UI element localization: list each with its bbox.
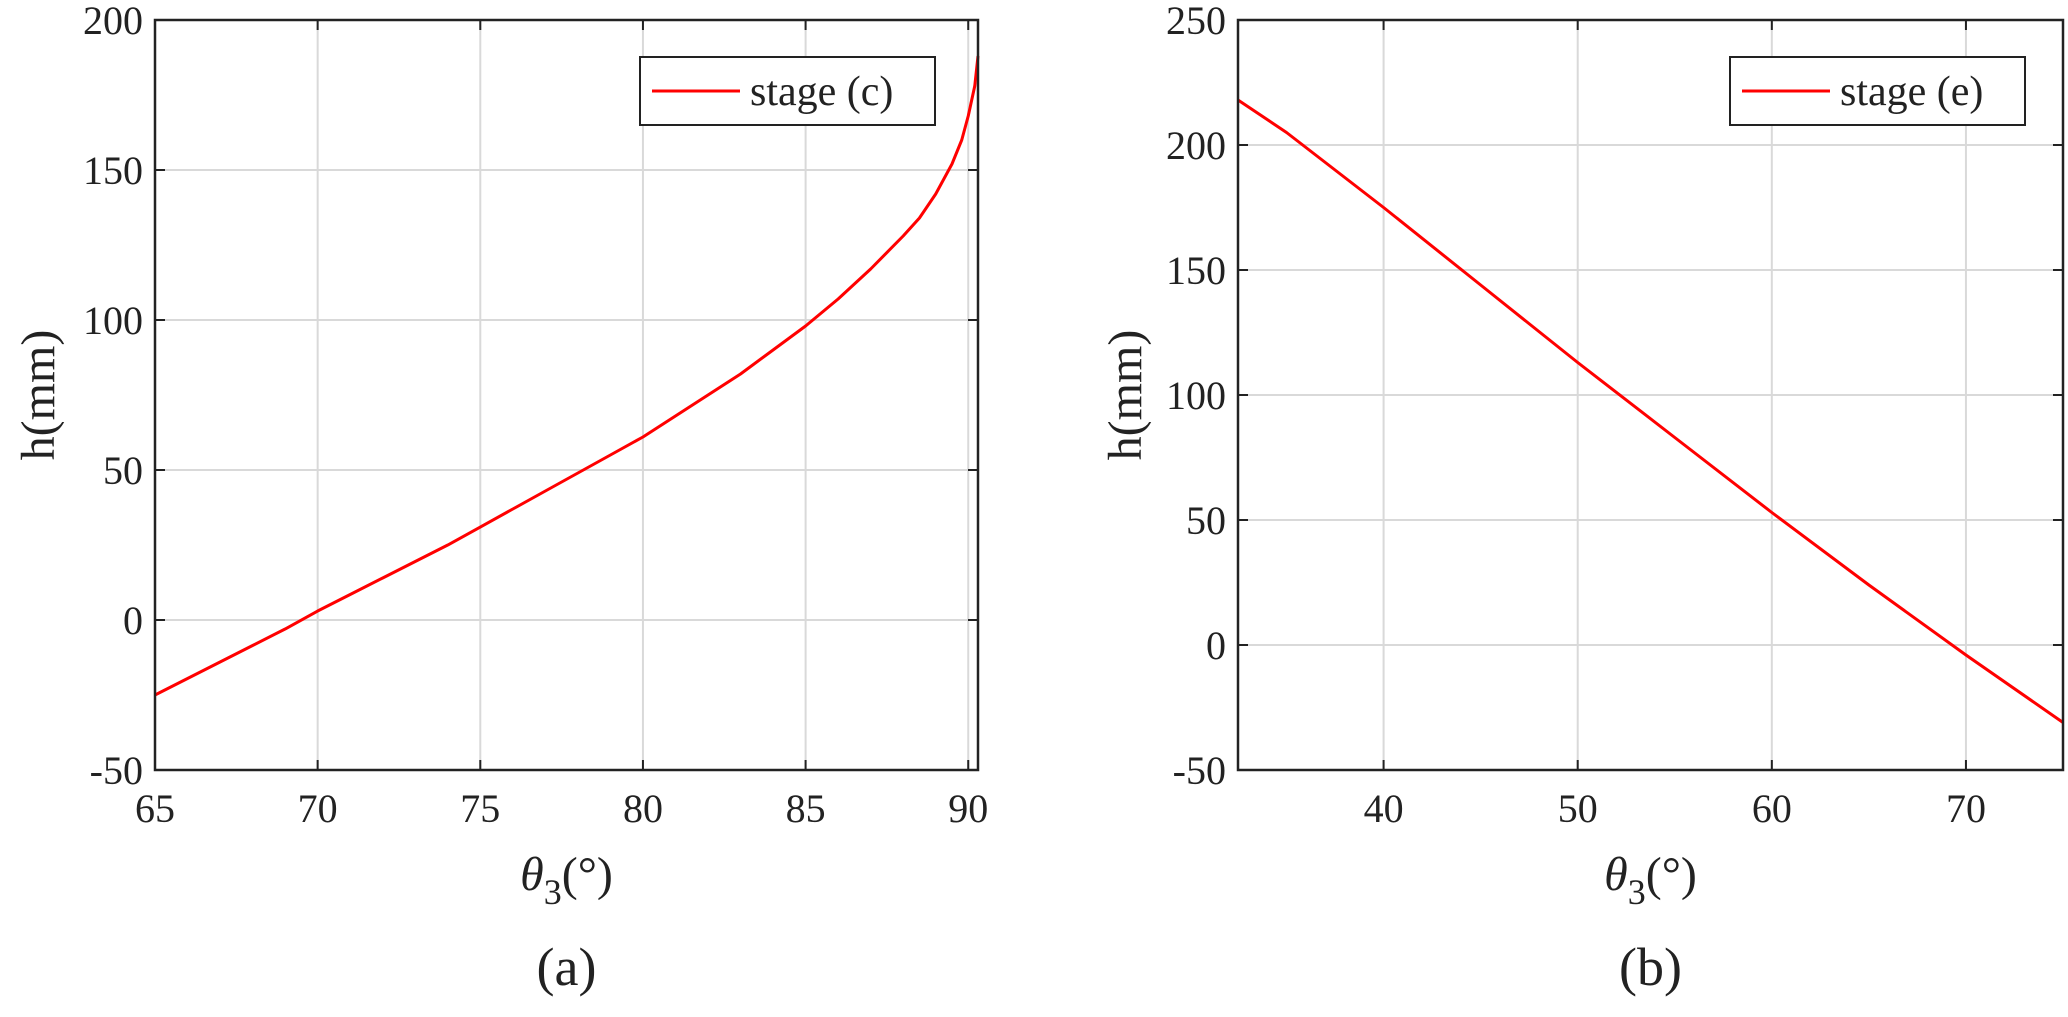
axes-frame [153,18,980,772]
y-tick-label: -50 [90,748,143,793]
y-tick-label: 100 [83,298,143,343]
x-tick-label: 50 [1558,786,1598,831]
y-tick-label: 200 [1166,123,1226,168]
y-tick-label: 50 [1186,498,1226,543]
x-axis-label: θ3(°) [1604,848,1697,912]
x-tick-label: 70 [298,786,338,831]
y-tick-label: 0 [1206,623,1226,668]
panel-b-chart: 40 50 60 70 -50 0 50 100 150 200 250 stage (e) h(mm)… [1099,0,2065,997]
y-tick-label: -50 [1173,748,1226,793]
series-line [1237,98,2064,724]
y-tick-label: 0 [123,598,143,643]
y-tick-label: 100 [1166,373,1226,418]
y-tick-label: 250 [1166,0,1226,43]
y-axis-label: h(mm) [12,330,65,461]
x-tick-label: 70 [1946,786,1986,831]
x-tick-label: 65 [135,786,175,831]
y-tick-label: 200 [83,0,143,43]
y-tick-label: 150 [1166,248,1226,293]
x-tick-label: 75 [460,786,500,831]
y-axis-label: h(mm) [1099,330,1152,461]
x-axis-label: θ3(°) [520,848,613,912]
x-tick-label: 80 [623,786,663,831]
series-line [154,55,980,697]
x-tick-label: 90 [948,786,988,831]
y-tick-label: 50 [103,448,143,493]
x-tick-label: 60 [1752,786,1792,831]
x-tick-label: 85 [786,786,826,831]
panel-label: (a) [537,937,597,997]
y-tick-label: 150 [83,148,143,193]
panel-label: (b) [1619,937,1682,997]
legend-label: stage (e) [1840,69,1983,115]
x-tick-label: 40 [1364,786,1404,831]
legend-label: stage (c) [750,69,893,115]
axes-frame [1236,18,2065,772]
panel-a-chart: 65 70 75 80 85 90 -50 0 50 100 150 200 stage (c) h(mm… [12,0,988,997]
